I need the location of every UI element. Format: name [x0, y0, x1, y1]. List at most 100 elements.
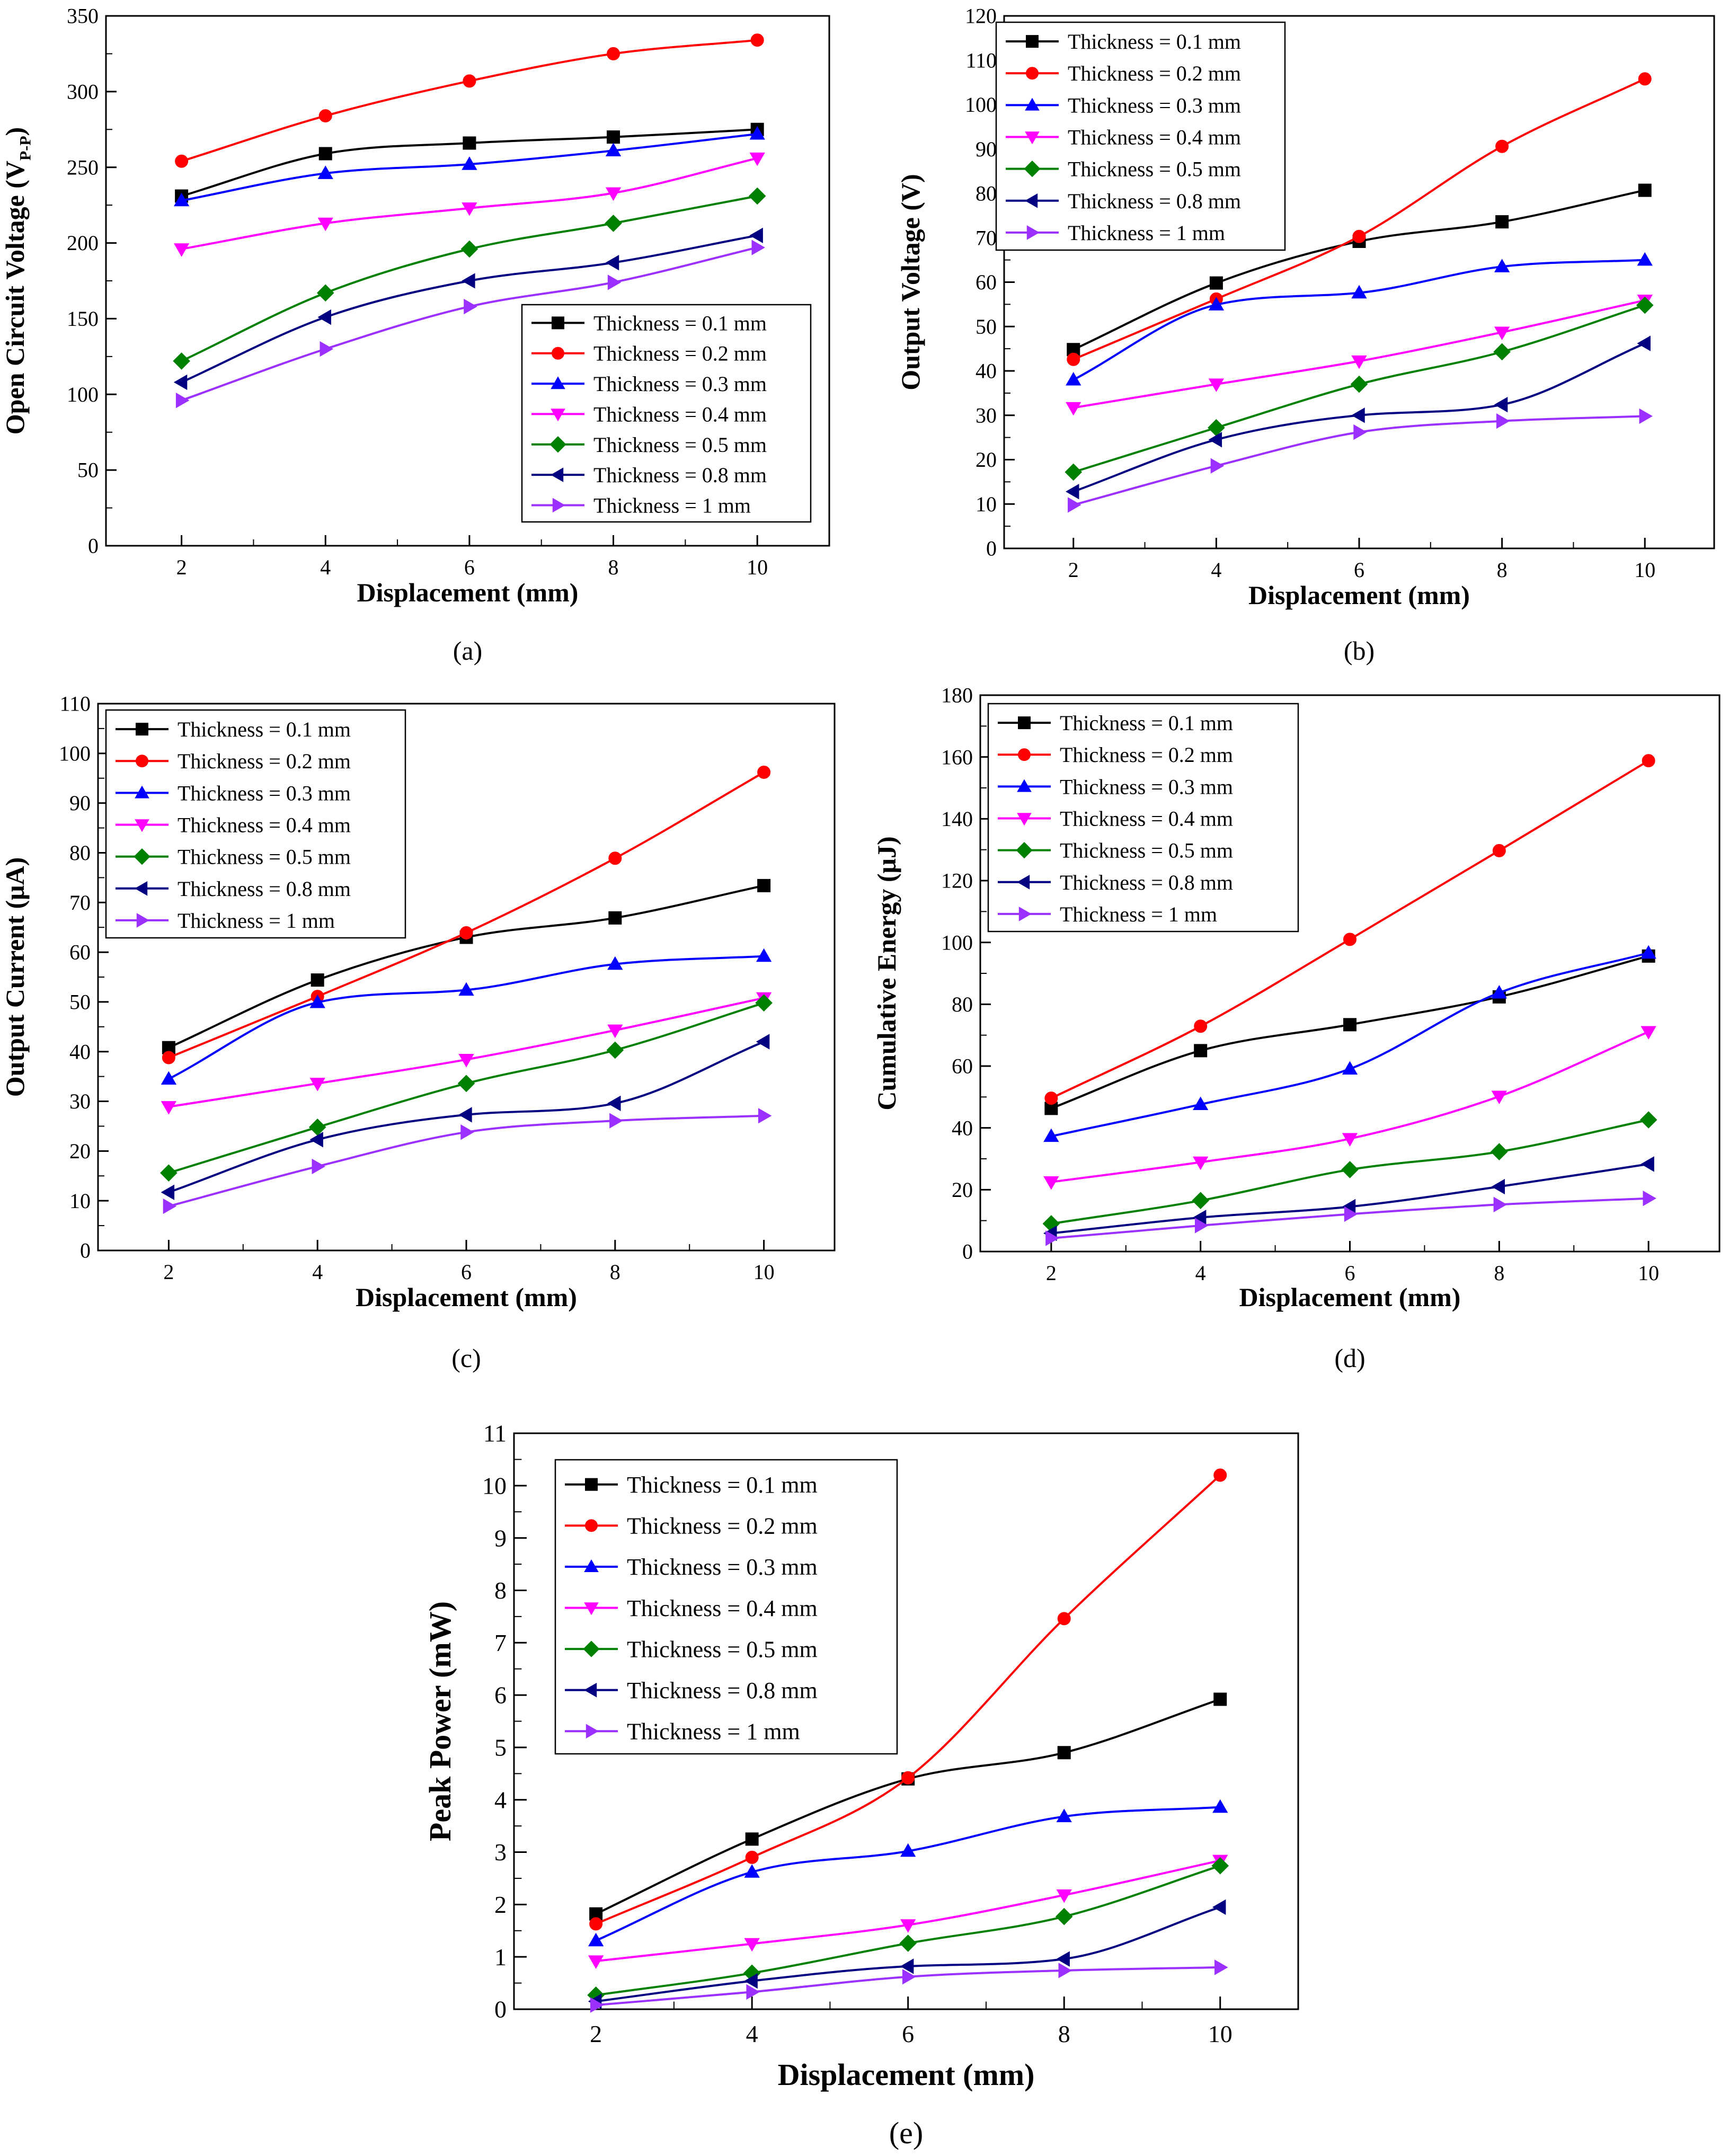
data-point	[318, 109, 332, 123]
legend-marker	[136, 723, 148, 736]
legend-entry: Thickness = 0.8 mm	[178, 877, 351, 901]
legend-marker	[583, 1640, 600, 1657]
data-point	[899, 1935, 917, 1952]
data-point	[755, 994, 773, 1012]
x-tick-label: 4	[746, 2020, 758, 2047]
y-tick-label: 80	[952, 992, 973, 1016]
data-point	[757, 765, 771, 779]
x-tick-label: 8	[610, 1260, 620, 1284]
legend-entry: Thickness = 0.4 mm	[593, 402, 767, 426]
data-point	[590, 1997, 604, 2013]
series-2	[1067, 72, 1652, 366]
legend-marker	[1017, 874, 1030, 890]
data-point	[744, 1938, 760, 1952]
y-tick-label: 10	[69, 1189, 91, 1213]
data-point	[160, 1164, 178, 1182]
series-1	[1044, 949, 1655, 1115]
y-tick-label: 250	[67, 155, 99, 179]
legend-entry: Thickness = 1 mm	[178, 909, 335, 933]
x-tick-label: 10	[1638, 1261, 1659, 1285]
data-point	[1351, 407, 1365, 423]
data-point	[607, 1024, 623, 1039]
series-4	[1043, 1026, 1656, 1190]
x-tick-label: 8	[608, 555, 619, 579]
data-point	[1043, 1128, 1059, 1142]
x-tick-label: 10	[1208, 2020, 1233, 2047]
legend-marker	[1025, 97, 1040, 111]
legend-marker	[1024, 161, 1041, 178]
data-point	[463, 136, 476, 150]
data-point	[316, 284, 334, 302]
y-tick-label: 20	[976, 448, 997, 472]
y-tick-label: 70	[69, 891, 91, 915]
x-axis-label: Displacement (mm)	[1239, 1282, 1461, 1312]
legend-entry: Thickness = 0.5 mm	[593, 433, 767, 457]
legend-marker	[549, 436, 566, 453]
x-tick-label: 8	[1494, 1261, 1504, 1285]
data-point	[173, 243, 190, 257]
data-point	[1058, 1963, 1072, 1978]
data-point	[1352, 229, 1366, 243]
data-point	[458, 1054, 474, 1068]
data-point	[1044, 1092, 1058, 1105]
y-tick-label: 160	[941, 745, 973, 769]
data-point	[605, 143, 622, 156]
y-tick-label: 140	[941, 807, 973, 831]
x-tick-label: 4	[1195, 1261, 1206, 1285]
data-point	[175, 154, 189, 168]
data-point	[1212, 1799, 1228, 1813]
y-tick-label: 30	[69, 1089, 91, 1113]
y-tick-label: 40	[952, 1116, 973, 1140]
data-point	[1341, 1161, 1359, 1178]
series-2	[589, 1468, 1227, 1931]
y-tick-label: 3	[494, 1839, 507, 1866]
y-tick-label: 50	[69, 990, 91, 1014]
data-point	[1194, 1218, 1209, 1234]
panel-label: (b)	[1344, 636, 1375, 666]
data-point	[317, 309, 331, 325]
legend-entry: Thickness = 0.1 mm	[1068, 30, 1241, 54]
series-5	[160, 994, 773, 1182]
legend-marker	[1018, 907, 1032, 921]
series-3	[161, 948, 772, 1085]
legend-marker	[1025, 193, 1038, 208]
data-point	[1193, 1096, 1209, 1111]
y-axis-label: Open Circuit Voltage (VP-P)	[0, 127, 34, 434]
y-tick-label: 150	[67, 307, 99, 331]
data-point	[744, 1973, 758, 1989]
series-line	[595, 1474, 1221, 1925]
y-tick-label: 80	[69, 841, 91, 865]
y-tick-label: 7	[494, 1629, 507, 1656]
data-point	[1213, 1692, 1227, 1706]
x-tick-label: 10	[753, 1260, 775, 1284]
y-axis-label: Peak Power (mW)	[423, 1601, 457, 1841]
x-tick-label: 2	[1046, 1261, 1057, 1285]
data-point	[607, 130, 620, 144]
legend-entry: Thickness = 0.4 mm	[178, 813, 351, 837]
legend-marker	[552, 347, 564, 360]
series-3	[173, 126, 765, 207]
y-tick-label: 110	[59, 692, 91, 716]
data-point	[1491, 1143, 1508, 1160]
data-point	[1057, 1746, 1071, 1760]
y-tick-label: 2	[494, 1891, 507, 1918]
data-point	[161, 1101, 177, 1115]
data-point	[902, 1969, 916, 1985]
panel-label: (e)	[889, 2116, 923, 2150]
legend-entry: Thickness = 0.5 mm	[1060, 839, 1233, 863]
data-point	[318, 147, 332, 161]
series-3	[588, 1799, 1228, 1947]
legend: Thickness = 0.1 mm Thickness = 0.2 mm Thic…	[521, 304, 812, 523]
y-tick-label: 60	[976, 270, 997, 294]
data-point	[1056, 1951, 1070, 1967]
y-tick-label: 20	[69, 1139, 91, 1163]
legend-marker	[585, 1519, 598, 1532]
data-point	[1492, 844, 1506, 857]
data-point	[459, 926, 473, 939]
data-point	[317, 217, 333, 232]
data-point	[1638, 72, 1652, 86]
y-tick-label: 0	[962, 1240, 973, 1264]
legend-entry: Thickness = 0.2 mm	[1060, 743, 1233, 767]
x-axis-label: Displacement (mm)	[357, 578, 579, 607]
series-6	[161, 1034, 770, 1200]
